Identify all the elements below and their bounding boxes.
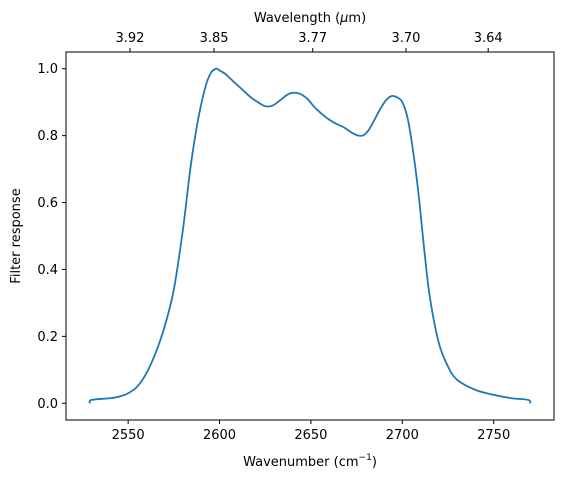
y-tick-label: 0.2 (37, 330, 58, 345)
y-tick-label: 1.0 (37, 62, 58, 77)
left-axis-ticks: 0.0 0.2 0.4 0.6 0.8 1.0 (37, 62, 66, 412)
top-tick-label: 3.92 (115, 31, 144, 46)
y-tick-label: 0.8 (37, 129, 58, 144)
y-axis-label: Filter response (9, 188, 24, 283)
top-tick-label: 3.64 (474, 31, 503, 46)
top-tick-label: 3.77 (298, 31, 327, 46)
x-tick-label: 2650 (294, 428, 327, 443)
x-axis-label: Wavenumber (cm−1) (243, 453, 377, 470)
y-tick-label: 0.4 (37, 263, 58, 278)
top-axis-label: Wavelength (μm) (254, 11, 366, 26)
top-tick-label: 3.70 (391, 31, 420, 46)
top-tick-label: 3.85 (200, 31, 229, 46)
y-tick-label: 0.0 (37, 397, 58, 412)
plot-frame (65, 51, 555, 421)
x-tick-label: 2750 (477, 428, 510, 443)
x-tick-label: 2550 (112, 428, 145, 443)
y-tick-label: 0.6 (37, 196, 58, 211)
series-line (88, 67, 532, 404)
x-tick-label: 2700 (386, 428, 419, 443)
top-axis-ticks: 3.92 3.85 3.77 3.70 3.64 (115, 31, 503, 52)
bottom-axis-ticks: 2550 2600 2650 2700 2750 (112, 420, 510, 443)
x-tick-label: 2600 (203, 428, 236, 443)
